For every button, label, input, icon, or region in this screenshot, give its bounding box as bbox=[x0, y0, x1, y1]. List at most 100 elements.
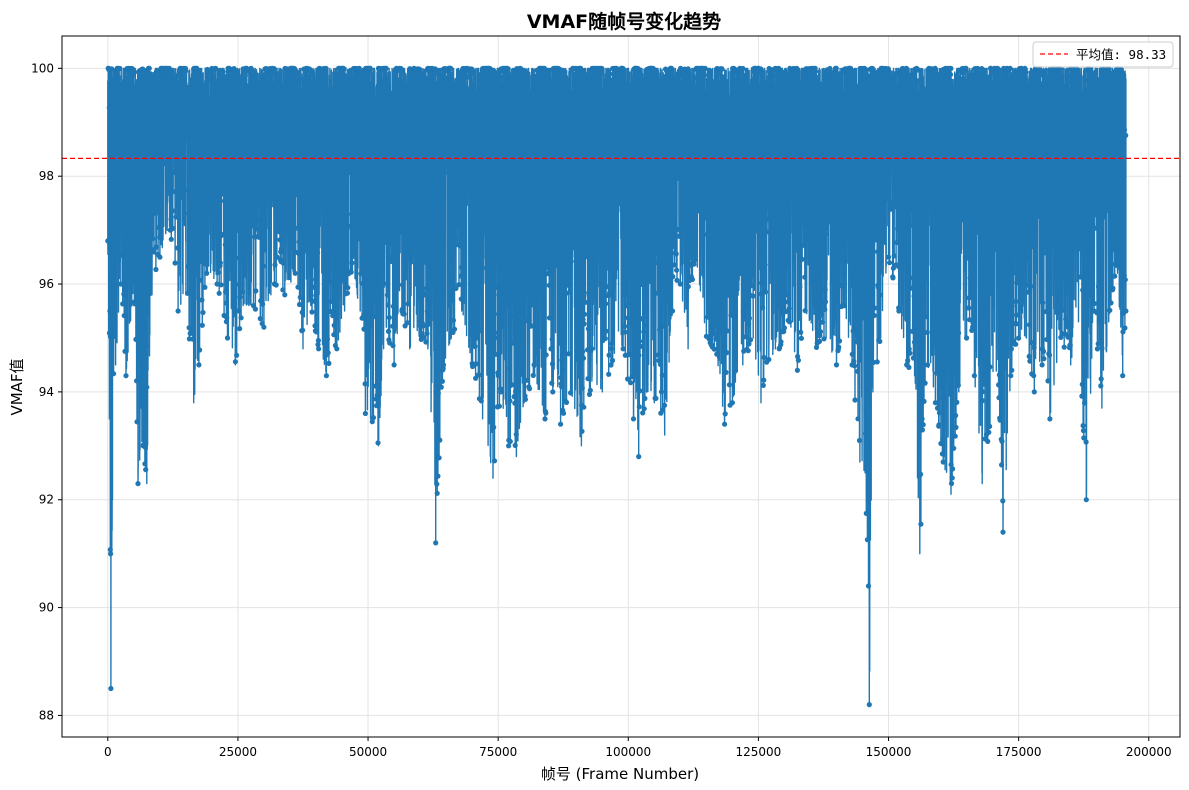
data-point bbox=[821, 172, 827, 178]
data-point bbox=[971, 373, 978, 379]
data-point bbox=[210, 102, 216, 108]
data-point bbox=[969, 200, 975, 206]
data-point bbox=[121, 291, 127, 297]
data-point bbox=[894, 239, 900, 246]
data-point bbox=[618, 101, 624, 107]
data-point bbox=[120, 170, 127, 176]
data-point bbox=[874, 359, 880, 365]
data-point bbox=[214, 196, 220, 202]
data-point bbox=[597, 79, 603, 85]
data-point bbox=[257, 129, 263, 135]
data-point bbox=[848, 70, 855, 76]
data-point bbox=[498, 74, 505, 80]
data-point bbox=[270, 81, 276, 87]
data-point bbox=[676, 233, 682, 239]
data-point bbox=[433, 194, 439, 200]
data-point bbox=[753, 96, 759, 102]
data-point bbox=[985, 290, 992, 296]
data-point bbox=[186, 325, 192, 331]
data-point bbox=[626, 160, 632, 166]
data-point bbox=[360, 238, 366, 244]
x-tick-label: 0 bbox=[104, 745, 112, 759]
data-point bbox=[317, 77, 324, 83]
data-point bbox=[444, 80, 450, 86]
data-point bbox=[1016, 335, 1022, 341]
data-point bbox=[692, 237, 698, 243]
data-point bbox=[794, 367, 801, 373]
data-point bbox=[905, 259, 911, 265]
data-point bbox=[544, 137, 550, 143]
data-point bbox=[915, 78, 921, 84]
data-point bbox=[138, 75, 144, 81]
data-point bbox=[264, 80, 270, 86]
y-tick-label: 92 bbox=[39, 493, 54, 507]
data-point bbox=[836, 344, 842, 350]
data-point bbox=[792, 95, 798, 101]
data-point bbox=[726, 204, 732, 210]
data-point bbox=[1063, 122, 1070, 128]
data-point bbox=[788, 77, 794, 84]
data-point bbox=[313, 329, 320, 335]
data-point bbox=[507, 438, 513, 444]
data-point bbox=[948, 462, 954, 468]
data-point bbox=[831, 94, 837, 100]
data-point bbox=[254, 226, 260, 232]
data-point bbox=[431, 86, 437, 92]
data-point bbox=[195, 69, 201, 75]
data-point bbox=[621, 256, 627, 262]
data-point bbox=[448, 277, 455, 283]
data-point bbox=[439, 292, 445, 299]
data-point bbox=[541, 101, 547, 107]
data-point bbox=[933, 298, 939, 304]
data-point bbox=[387, 254, 393, 260]
data-point bbox=[374, 256, 380, 262]
data-point bbox=[760, 382, 766, 388]
data-point bbox=[970, 324, 976, 330]
data-point bbox=[980, 273, 986, 279]
data-point bbox=[213, 65, 219, 71]
data-point bbox=[361, 267, 367, 273]
data-point bbox=[148, 90, 155, 96]
data-point bbox=[496, 172, 502, 178]
x-tick-label: 200000 bbox=[1126, 745, 1172, 759]
data-point bbox=[308, 68, 314, 74]
data-point bbox=[511, 242, 518, 248]
data-point bbox=[252, 306, 258, 312]
data-point bbox=[211, 78, 218, 84]
data-point bbox=[949, 323, 955, 329]
data-point bbox=[824, 95, 830, 101]
data-point bbox=[723, 369, 729, 375]
data-point bbox=[174, 207, 180, 213]
data-point bbox=[633, 93, 639, 99]
data-point bbox=[729, 140, 735, 146]
data-point bbox=[605, 265, 611, 271]
data-point bbox=[720, 78, 727, 85]
data-point bbox=[1009, 367, 1015, 373]
data-point bbox=[787, 92, 793, 98]
data-point bbox=[993, 95, 999, 101]
data-point bbox=[1104, 78, 1110, 85]
data-point bbox=[199, 322, 205, 328]
data-point bbox=[492, 335, 498, 341]
data-point bbox=[629, 199, 635, 205]
data-point bbox=[1075, 67, 1081, 73]
data-point bbox=[671, 145, 677, 151]
data-point bbox=[863, 407, 869, 413]
data-point bbox=[833, 65, 839, 71]
data-point bbox=[112, 281, 119, 287]
data-point bbox=[719, 66, 725, 72]
data-point bbox=[997, 417, 1003, 423]
data-point bbox=[526, 317, 532, 324]
data-point bbox=[778, 339, 784, 345]
data-point bbox=[623, 262, 629, 268]
data-point bbox=[895, 226, 901, 232]
data-point bbox=[175, 308, 181, 314]
data-point bbox=[238, 315, 244, 321]
data-point bbox=[615, 90, 621, 97]
data-point bbox=[326, 360, 332, 366]
data-point bbox=[470, 203, 476, 209]
data-point bbox=[617, 106, 623, 112]
data-point bbox=[979, 69, 985, 75]
data-point bbox=[298, 141, 304, 147]
data-point bbox=[721, 96, 727, 102]
